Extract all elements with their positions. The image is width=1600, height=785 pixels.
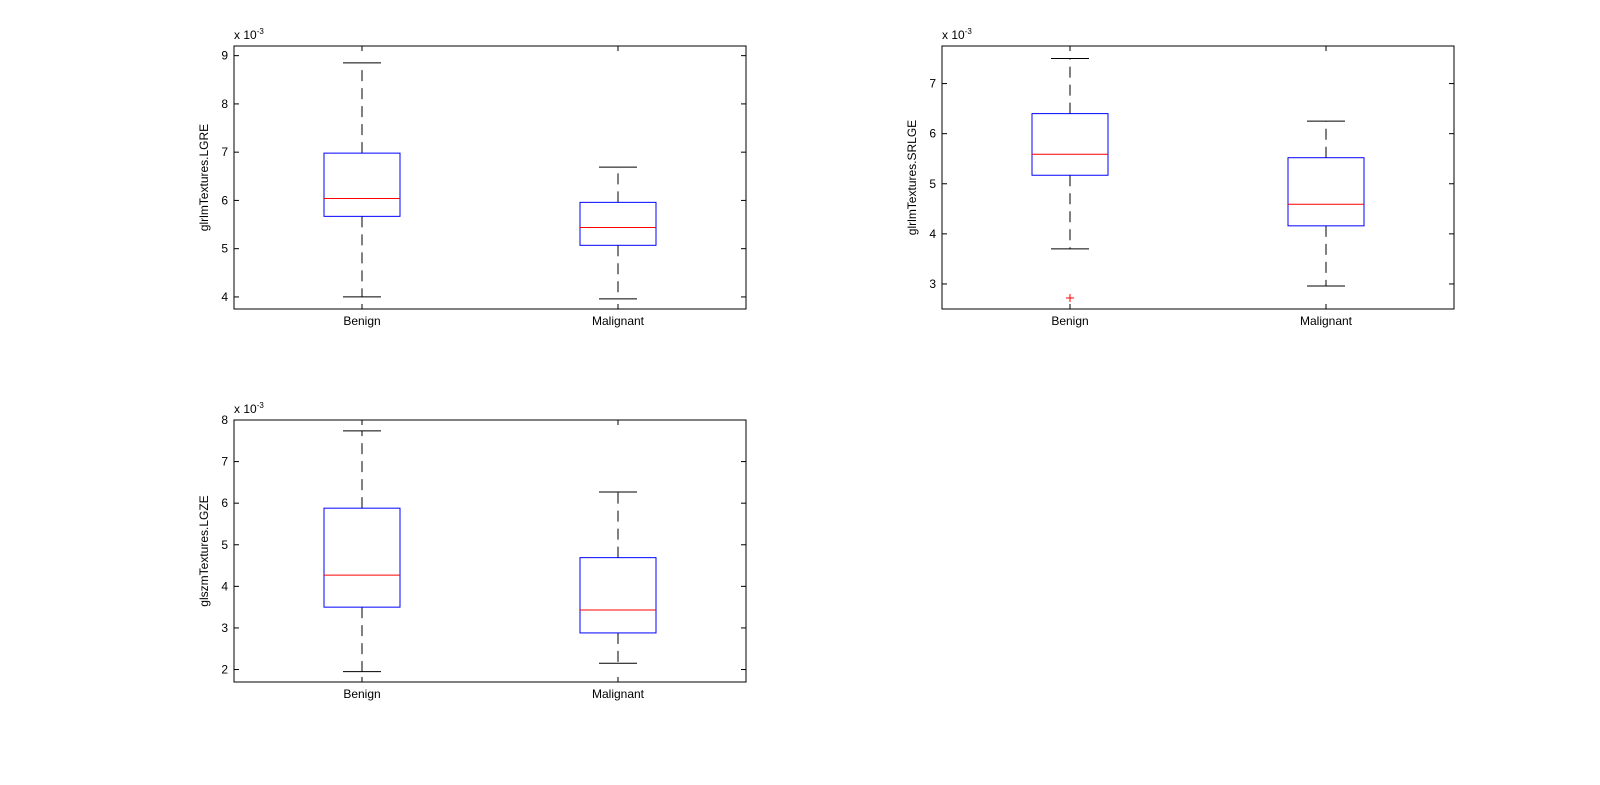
y-scale-exponent: -3 [257, 27, 265, 36]
y-scale-exponent: -3 [965, 27, 973, 36]
box-iqr [1287, 157, 1365, 227]
axes-frame [233, 45, 747, 310]
x-category-label: Malignant [1300, 314, 1353, 328]
y-tick-label: 2 [221, 663, 228, 677]
y-tick-label: 7 [929, 77, 936, 91]
y-axis-title: glszmTextures.LGZE [197, 495, 211, 606]
y-tick-label: 6 [221, 193, 228, 207]
y-scale-factor: x 10-3 [234, 27, 264, 42]
y-tick-label: 7 [221, 455, 228, 469]
x-category-label: Benign [1051, 314, 1088, 328]
y-tick-label: 9 [221, 49, 228, 63]
y-scale-factor: x 10-3 [234, 401, 264, 416]
y-scale-exponent: -3 [257, 401, 265, 410]
y-tick-label: 5 [221, 538, 228, 552]
y-scale-factor: x 10-3 [942, 27, 972, 42]
x-category-label: Benign [343, 687, 380, 701]
y-scale-prefix: x 10 [234, 402, 257, 416]
x-category-label: Malignant [592, 314, 645, 328]
x-category-label: Benign [343, 314, 380, 328]
y-tick-label: 7 [221, 145, 228, 159]
y-tick-label: 6 [929, 127, 936, 141]
y-scale-prefix: x 10 [234, 28, 257, 42]
x-category-label: Malignant [592, 687, 645, 701]
y-tick-label: 3 [929, 277, 936, 291]
box-iqr [323, 152, 401, 217]
y-axis-title: glrlmTextures.SRLGE [905, 120, 919, 235]
y-tick-label: 5 [929, 177, 936, 191]
box-iqr [579, 201, 657, 246]
y-tick-label: 8 [221, 413, 228, 427]
y-scale-prefix: x 10 [942, 28, 965, 42]
box-iqr [323, 507, 401, 608]
axes-frame [941, 45, 1455, 310]
box-iqr [1031, 113, 1109, 176]
y-tick-label: 5 [221, 242, 228, 256]
y-tick-label: 4 [221, 290, 228, 304]
box-iqr [579, 557, 657, 634]
panel-lgre: 4 5 6 7 8 9 Benign Malignant x 10-3 glrlmTextures… [197, 27, 747, 328]
axes-frame [233, 419, 747, 683]
y-tick-label: 4 [221, 579, 228, 593]
y-tick-label: 6 [221, 496, 228, 510]
y-axis-title: glrlmTextures.LGRE [197, 124, 211, 231]
y-tick-label: 8 [221, 97, 228, 111]
y-tick-label: 4 [929, 227, 936, 241]
y-tick-label: 3 [221, 621, 228, 635]
panel-lgze: 2 3 4 5 6 7 8 Benign Malignant x 10-3 glszmTexture… [197, 401, 747, 701]
panel-srlge: 3 4 5 6 7 Benign Malignant x 10-3 glrlmTextures.… [905, 27, 1455, 328]
